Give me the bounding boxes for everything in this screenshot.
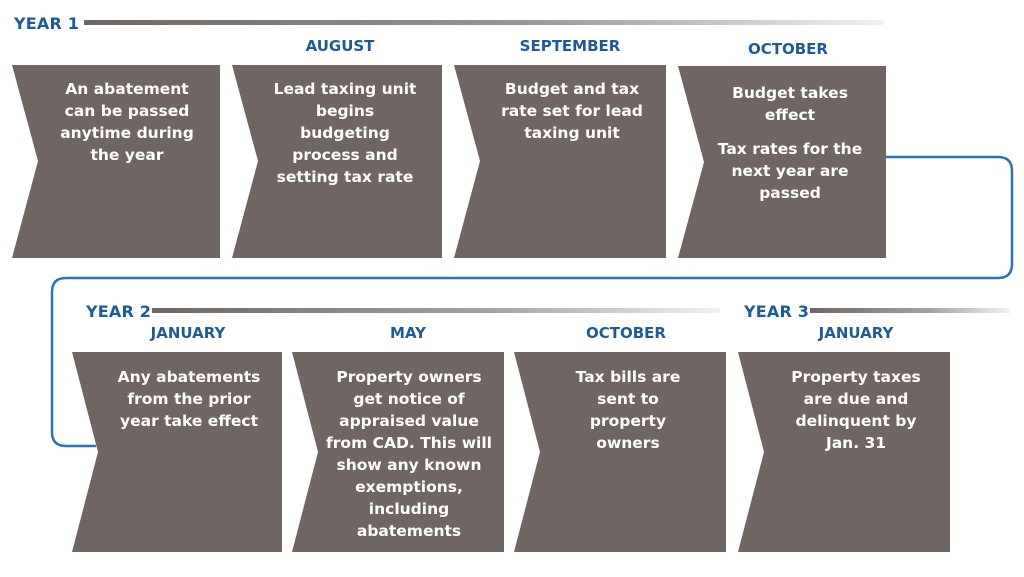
step-7-chevron — [514, 352, 726, 552]
step-8-chevron — [738, 352, 950, 552]
step-6: Property owners get notice of appraised … — [326, 366, 492, 542]
step-6-chevron — [292, 352, 504, 552]
step-4: Budget takes effect Tax rates for the ne… — [716, 82, 864, 204]
step-5-chevron — [72, 352, 282, 552]
step-4-chevron — [678, 66, 886, 258]
month-label-august: AUGUST — [305, 37, 375, 55]
step-8: Property taxes are due and delinquent by… — [778, 366, 934, 454]
year1-rule-line — [84, 20, 884, 25]
year-1-label: YEAR 1 — [14, 14, 80, 33]
step-4-text-tax-rates: Tax rates for the next year are passed — [717, 140, 863, 202]
step-3-chevron — [454, 65, 666, 258]
year2-rule-line — [152, 308, 720, 313]
month-label-october-year2: OCTOBER — [586, 324, 666, 342]
month-label-january-year3: JANUARY — [818, 324, 894, 342]
step-1: An abatement can be passed anytime durin… — [52, 78, 202, 166]
month-label-january: JANUARY — [150, 324, 226, 342]
step-3-text: Budget and tax rate set for lead taxing … — [501, 80, 643, 142]
step-2-text: Lead taxing unit begins budgeting proces… — [273, 80, 417, 186]
step-1-chevron — [12, 65, 220, 258]
step-2-chevron — [232, 65, 442, 258]
step-1-text: An abatement can be passed anytime durin… — [60, 80, 194, 164]
step-5-text: Any abatements from the prior year take … — [117, 368, 261, 430]
month-label-september: SEPTEMBER — [519, 37, 621, 55]
year-2-label: YEAR 2 — [86, 302, 152, 321]
step-7: Tax bills are sent to property owners — [558, 366, 698, 454]
step-6-text: Property owners get notice of appraised … — [326, 368, 492, 540]
month-label-october: OCTOBER — [748, 40, 828, 58]
step-4-text-budget: Budget takes effect — [732, 84, 848, 124]
year-3-label: YEAR 3 — [744, 302, 810, 321]
step-3: Budget and tax rate set for lead taxing … — [494, 78, 650, 144]
step-8-text: Property taxes are due and delinquent by… — [791, 368, 921, 452]
year3-rule-line — [810, 308, 1010, 313]
step-5: Any abatements from the prior year take … — [114, 366, 264, 432]
step-7-text: Tax bills are sent to property owners — [575, 368, 681, 452]
step-2: Lead taxing unit begins budgeting proces… — [270, 78, 420, 188]
month-label-may: MAY — [390, 324, 426, 342]
row-connector-line — [50, 155, 1014, 448]
